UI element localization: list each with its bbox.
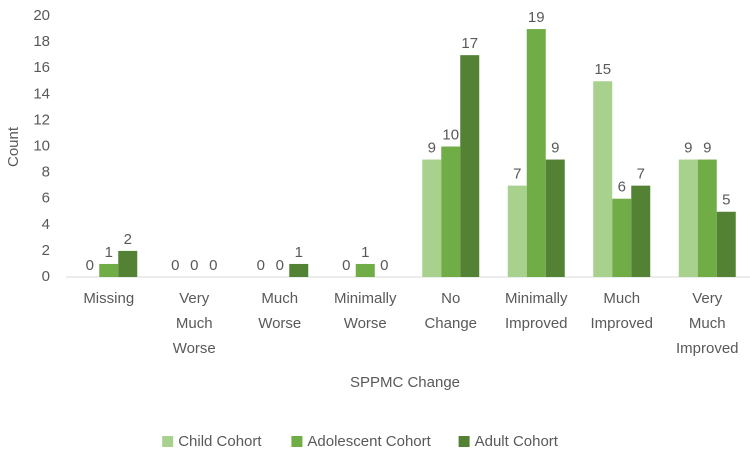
data-label: 6 <box>618 179 626 196</box>
x-tick-label: Minimally Improved <box>505 290 568 332</box>
x-axis-title: SPPMC Change <box>350 374 460 391</box>
data-label: 1 <box>361 244 369 261</box>
bar <box>441 146 461 277</box>
data-label: 0 <box>190 257 198 274</box>
y-tick-label: 0 <box>42 268 50 285</box>
y-tick-label: 16 <box>33 59 50 76</box>
x-tick-label: No Change <box>424 290 477 332</box>
data-label: 1 <box>105 244 113 261</box>
data-label: 0 <box>257 257 265 274</box>
legend-swatch <box>458 436 470 447</box>
bar <box>526 29 546 277</box>
x-tick-label: Very Much Worse <box>173 290 216 357</box>
data-label: 0 <box>342 257 350 274</box>
data-label: 2 <box>124 231 132 248</box>
legend-label: Adolescent Cohort <box>307 433 431 450</box>
bar <box>460 55 480 278</box>
x-tick-label: Much Improved <box>590 290 653 332</box>
data-label: 0 <box>209 257 217 274</box>
y-tick-label: 14 <box>33 85 50 102</box>
data-label: 15 <box>594 61 611 78</box>
bar <box>99 263 119 277</box>
data-label: 0 <box>380 257 388 274</box>
legend-label: Child Cohort <box>178 433 262 450</box>
y-tick-label: 12 <box>33 111 50 128</box>
x-tick-label: Minimally Worse <box>334 290 397 332</box>
bar <box>716 211 736 277</box>
y-tick-label: 6 <box>42 190 50 207</box>
bar <box>355 263 375 277</box>
bar <box>631 185 651 277</box>
data-label: 0 <box>276 257 284 274</box>
legend-label: Adult Cohort <box>475 433 559 450</box>
y-tick-label: 2 <box>42 242 50 259</box>
data-label: 9 <box>684 140 692 157</box>
bar <box>545 159 565 277</box>
data-label: 7 <box>637 166 645 183</box>
bar <box>612 198 632 277</box>
data-label: 7 <box>513 166 521 183</box>
legend-swatch <box>291 436 303 447</box>
y-tick-label: 20 <box>33 7 50 24</box>
data-label: 9 <box>428 140 436 157</box>
data-label: 1 <box>295 244 303 261</box>
y-tick-label: 4 <box>42 216 50 233</box>
data-label: 17 <box>461 35 478 52</box>
data-label: 5 <box>722 192 730 209</box>
bar <box>678 159 698 277</box>
x-tick-label: Much Worse <box>258 290 301 332</box>
x-tick-label: Missing <box>83 290 134 307</box>
bar <box>118 250 138 277</box>
bar <box>593 81 613 277</box>
bar <box>422 159 442 277</box>
legend-swatch <box>162 436 174 447</box>
data-label: 9 <box>551 140 559 157</box>
bar <box>507 185 527 277</box>
data-label: 9 <box>703 140 711 157</box>
y-tick-label: 8 <box>42 164 50 181</box>
bar <box>289 263 309 277</box>
data-label: 10 <box>442 126 459 143</box>
y-tick-label: 10 <box>33 137 50 154</box>
y-tick-label: 18 <box>33 33 50 50</box>
data-label: 0 <box>171 257 179 274</box>
y-axis-title: Count <box>5 126 22 167</box>
x-tick-label: Very Much Improved <box>676 290 739 357</box>
data-label: 19 <box>528 9 545 26</box>
bar <box>697 159 717 277</box>
data-label: 0 <box>86 257 94 274</box>
